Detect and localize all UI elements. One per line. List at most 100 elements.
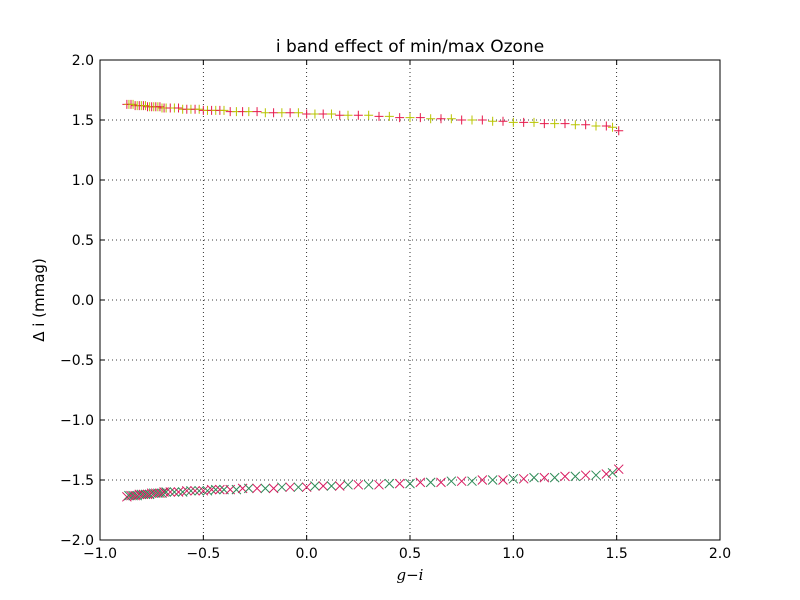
x-marker — [518, 473, 529, 484]
x-marker — [173, 487, 184, 497]
x-marker — [436, 477, 446, 488]
y-tick-label: 0.5 — [72, 233, 94, 249]
x-marker — [570, 471, 581, 482]
x-marker — [334, 481, 345, 491]
x-marker — [243, 483, 254, 494]
plus-marker — [477, 115, 487, 125]
plus-marker — [326, 109, 336, 119]
plus-marker — [608, 122, 618, 132]
x-tick-label: 0.0 — [296, 546, 318, 562]
x-marker — [165, 487, 176, 497]
x-marker — [580, 470, 591, 481]
plus-marker — [285, 108, 295, 118]
x-marker — [252, 483, 262, 494]
plus-marker — [405, 113, 415, 123]
plus-marker — [570, 120, 580, 130]
plus-marker — [310, 109, 320, 119]
x-marker — [539, 472, 550, 483]
plus-marker — [415, 113, 425, 123]
y-axis-label: Δ i (mmag) — [30, 258, 48, 342]
x-marker — [181, 485, 192, 496]
x-marker — [384, 478, 395, 489]
plus-marker — [364, 110, 374, 120]
x-marker — [415, 477, 426, 488]
x-marker — [285, 482, 295, 493]
x-marker — [353, 479, 364, 490]
x-marker — [268, 483, 279, 494]
plus-marker — [601, 121, 611, 131]
x-marker — [326, 481, 337, 491]
x-marker — [161, 487, 171, 497]
plus-marker-series — [122, 99, 624, 136]
plus-marker — [467, 115, 477, 125]
data-markers — [122, 99, 624, 502]
x-marker-series — [122, 464, 624, 502]
y-tick-label: 1.5 — [72, 113, 94, 129]
x-marker — [190, 485, 200, 496]
plus-marker — [539, 119, 549, 129]
plus-marker — [457, 115, 467, 125]
x-marker — [549, 472, 560, 483]
plus-marker — [335, 110, 345, 120]
x-marker — [405, 478, 415, 489]
x-marker — [293, 482, 304, 493]
y-tick-label: 1.0 — [72, 173, 94, 189]
x-marker — [425, 477, 436, 488]
x-marker — [374, 479, 384, 490]
x-marker — [128, 490, 138, 501]
plus-marker — [614, 126, 624, 136]
plus-marker — [252, 107, 262, 117]
x-marker — [477, 475, 488, 485]
x-marker — [169, 487, 180, 497]
plus-marker — [395, 113, 405, 123]
y-tick-label: −0.5 — [60, 353, 94, 369]
x-marker — [194, 485, 205, 496]
x-marker — [613, 464, 624, 475]
x-marker — [487, 475, 498, 485]
plus-marker — [244, 107, 254, 117]
plus-marker — [194, 104, 204, 114]
plus-marker — [426, 114, 436, 124]
x-marker — [529, 472, 539, 483]
y-tick-label: −2.0 — [60, 533, 94, 549]
x-marker — [231, 484, 242, 495]
x-marker — [153, 488, 163, 499]
plus-marker — [550, 119, 560, 129]
plus-marker — [302, 109, 312, 119]
x-marker — [456, 476, 467, 487]
x-marker — [310, 481, 320, 491]
x-marker — [186, 485, 196, 496]
x-marker — [508, 473, 519, 484]
plus-marker — [519, 117, 529, 127]
x-marker — [318, 481, 329, 491]
axis-ticks: −1.0 −0.5 0.0 0.5 1.0 1.5 2.0 −2.0 −1.5 −1.0 −0.5 0… — [60, 53, 731, 562]
plus-marker — [560, 119, 570, 129]
x-marker — [446, 476, 457, 487]
plus-marker — [353, 110, 363, 120]
x-marker — [498, 475, 508, 485]
grid-lines — [100, 60, 720, 540]
plus-marker — [277, 108, 287, 118]
x-marker — [343, 479, 353, 490]
plus-marker — [591, 121, 601, 131]
x-marker — [277, 482, 287, 493]
plus-marker — [384, 111, 394, 121]
plus-marker — [488, 116, 498, 126]
x-tick-label: −0.5 — [186, 546, 220, 562]
chart-title: i band effect of min/max Ozone — [276, 37, 544, 57]
plus-marker — [318, 109, 328, 119]
plus-marker — [219, 105, 229, 115]
x-marker — [206, 484, 217, 495]
x-marker — [607, 467, 618, 478]
y-tick-label: 2.0 — [72, 53, 94, 69]
x-tick-label: 1.5 — [606, 546, 628, 562]
x-marker — [363, 479, 374, 490]
x-marker — [601, 469, 612, 479]
x-marker — [560, 471, 570, 482]
x-marker — [260, 483, 271, 494]
y-tick-label: −1.5 — [60, 473, 94, 489]
plus-marker — [436, 114, 446, 124]
x-tick-label: 1.0 — [502, 546, 524, 562]
x-marker — [140, 489, 151, 500]
